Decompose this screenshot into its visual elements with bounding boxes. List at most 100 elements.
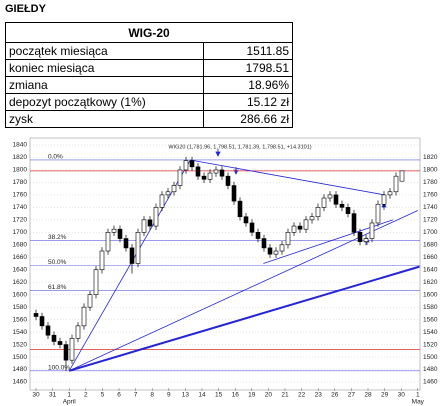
y2-tick-label: 1560 xyxy=(423,316,438,323)
y2-tick-label: 1460 xyxy=(423,379,438,386)
candle-body xyxy=(183,160,189,171)
y2-tick-label: 1700 xyxy=(423,229,438,236)
candle-body xyxy=(267,247,273,255)
candle-body xyxy=(399,170,405,182)
y2-tick-label: 1540 xyxy=(423,329,438,336)
y-tick-label: 1520 xyxy=(13,341,28,348)
y-tick-label: 1720 xyxy=(13,217,28,224)
x-tick-label: 31 xyxy=(49,392,57,399)
table-label: zysk xyxy=(5,110,204,128)
y-tick-label: 1500 xyxy=(13,354,28,361)
x-tick-label: 20 xyxy=(265,392,273,399)
candle-body xyxy=(189,160,195,168)
header-title: GIEŁDY xyxy=(5,3,46,15)
candle-body xyxy=(243,216,249,224)
y-tick-label: 1800 xyxy=(13,167,28,174)
candle-body xyxy=(195,166,201,177)
candle-body xyxy=(369,222,375,239)
month-label: April xyxy=(63,399,77,406)
candle-body xyxy=(177,169,183,186)
candle-body xyxy=(219,169,225,177)
candle-body xyxy=(357,232,363,242)
candle-body xyxy=(171,185,177,193)
table-value: 286.66 zł xyxy=(203,110,293,128)
month-label: May xyxy=(412,399,425,406)
x-tick-label: 15 xyxy=(215,392,223,399)
y-tick-label: 1580 xyxy=(13,304,28,311)
x-tick-label: 1 xyxy=(67,392,71,399)
candle-body xyxy=(153,207,159,227)
candle-body xyxy=(123,238,129,249)
trendline xyxy=(190,159,385,196)
x-tick-label: 30 xyxy=(398,392,406,399)
x-tick-label: 13 xyxy=(182,392,190,399)
y2-tick-label: 1780 xyxy=(423,179,438,186)
candle-body xyxy=(315,207,321,218)
candle-body xyxy=(39,316,45,327)
y2-tick-label: 1720 xyxy=(423,217,438,224)
x-tick-label: 21 xyxy=(281,392,289,399)
candle-body xyxy=(375,203,381,224)
candle-body xyxy=(45,325,51,336)
table-label: depozyt początkowy (1%) xyxy=(5,93,204,111)
y2-tick-label: 1480 xyxy=(423,366,438,373)
arrow xyxy=(215,149,221,157)
x-tick-label: 7 xyxy=(134,392,138,399)
x-tick-label: 8 xyxy=(150,392,154,399)
y-tick-label: 1460 xyxy=(13,379,28,386)
y2-tick-label: 1640 xyxy=(423,266,438,273)
candle-body xyxy=(237,200,243,218)
y2-tick-label: 1600 xyxy=(423,291,438,298)
candle-body xyxy=(297,225,303,230)
candle-body xyxy=(213,169,219,174)
candle-body xyxy=(363,238,369,242)
table-row: początek miesiąca 1511.85 xyxy=(5,42,293,60)
candle-body xyxy=(387,191,393,196)
y-tick-label: 1740 xyxy=(13,204,28,211)
table-row: zysk 286.66 zł xyxy=(5,110,293,128)
candle-body xyxy=(339,203,345,208)
candle-body xyxy=(261,238,267,249)
x-tick-label: 19 xyxy=(248,392,256,399)
candle-body xyxy=(273,250,279,255)
x-tick-label: 26 xyxy=(331,392,339,399)
x-tick-label: 2 xyxy=(84,392,88,399)
y2-tick-label: 1620 xyxy=(423,279,438,286)
x-tick-label: 9 xyxy=(167,392,171,399)
candle-body xyxy=(105,232,111,252)
table-label: początek miesiąca xyxy=(5,42,204,60)
candle-body xyxy=(57,341,63,345)
candle-body xyxy=(87,294,93,308)
x-tick-label: 14 xyxy=(198,392,206,399)
x-tick-label: 1 xyxy=(416,392,420,399)
candle-body xyxy=(333,194,339,205)
x-tick-label: 27 xyxy=(348,392,356,399)
y-tick-label: 1700 xyxy=(13,229,28,236)
x-tick-label: 23 xyxy=(315,392,323,399)
y2-tick-label: 1680 xyxy=(423,242,438,249)
candle-body xyxy=(63,344,69,361)
table-value: 15.12 zł xyxy=(203,93,293,111)
candle-body xyxy=(207,172,213,180)
y-tick-label: 1620 xyxy=(13,279,28,286)
candle-body xyxy=(165,191,171,196)
y2-tick-label: 1660 xyxy=(423,254,438,261)
y2-tick-label: 1800 xyxy=(423,167,438,174)
candle-body xyxy=(141,219,147,233)
chart-title: WIG20 (1,781.96, 1,798.51, 1,781.39, 1,7… xyxy=(168,144,311,150)
y-tick-label: 1840 xyxy=(13,142,28,149)
candle-body xyxy=(381,194,387,205)
candle-body xyxy=(351,213,357,233)
trendline xyxy=(68,265,420,372)
y2-tick-label: 1520 xyxy=(423,341,438,348)
y2-tick-label: 1820 xyxy=(423,154,438,161)
y-tick-label: 1560 xyxy=(13,316,28,323)
y-tick-label: 1660 xyxy=(13,254,28,261)
x-tick-label: 6 xyxy=(117,392,121,399)
y-tick-label: 1820 xyxy=(13,154,28,161)
candle-body xyxy=(321,197,327,208)
candle-body xyxy=(135,232,141,264)
x-tick-label: 29 xyxy=(381,392,389,399)
